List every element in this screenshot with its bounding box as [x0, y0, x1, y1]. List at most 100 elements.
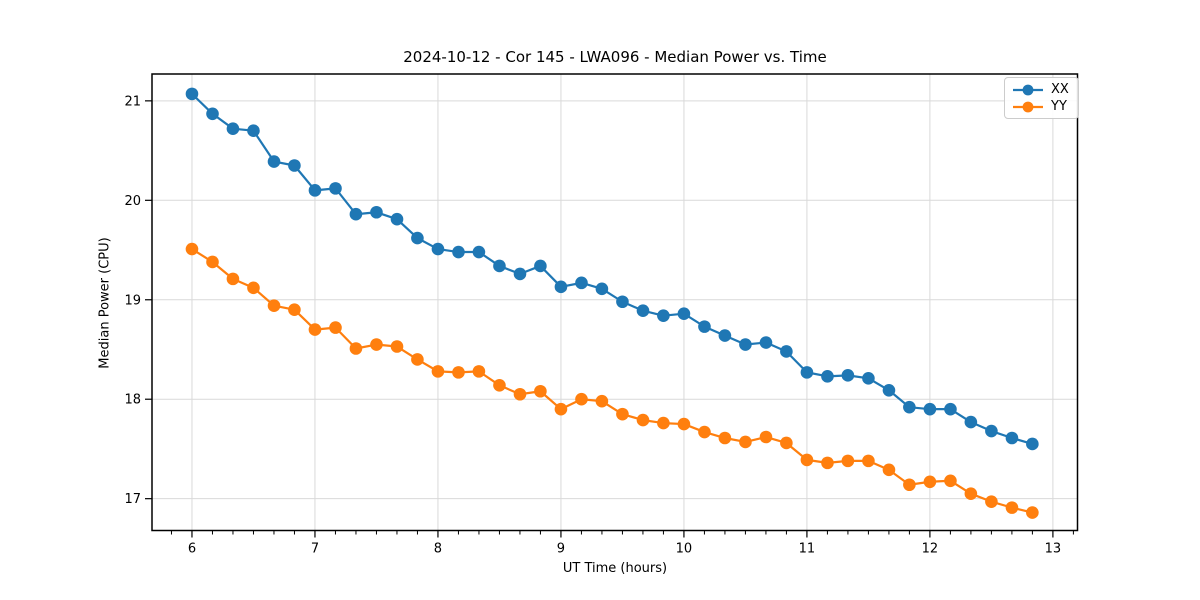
data-point [739, 338, 752, 351]
data-point [534, 259, 547, 273]
data-point [267, 299, 281, 313]
data-point [226, 122, 240, 135]
data-point [288, 159, 301, 172]
data-point [677, 417, 691, 431]
data-point [493, 259, 506, 273]
data-point [575, 276, 588, 290]
data-point [288, 303, 301, 317]
data-point [329, 321, 342, 334]
data-point [1026, 437, 1039, 451]
data-point [964, 415, 978, 429]
data-point [206, 255, 219, 269]
x-tick-label: 11 [799, 542, 816, 557]
data-point [800, 453, 814, 467]
gridlines [152, 74, 1078, 531]
data-point [985, 424, 998, 438]
data-point [431, 242, 445, 256]
axis-ticks: 6 7 8 9 10 11 12 13 17 18 19 20 21 [124, 94, 1074, 557]
data-point [821, 456, 834, 470]
data-point [247, 281, 260, 295]
data-point [206, 107, 219, 121]
data-point [513, 267, 527, 281]
x-tick-label: 12 [922, 542, 939, 557]
data-point [882, 383, 896, 397]
data-point [882, 463, 896, 477]
data-point [657, 309, 670, 322]
data-point [657, 416, 670, 430]
data-point [616, 295, 629, 309]
data-point [862, 454, 875, 468]
data-point [1005, 431, 1019, 445]
data-point [636, 413, 650, 427]
data-point [349, 342, 363, 355]
data-point [452, 245, 465, 259]
x-tick-label: 6 [188, 542, 196, 557]
axes-frame [151, 73, 1079, 532]
y-tick-label: 19 [124, 293, 141, 308]
legend-swatch-yy-icon [1013, 101, 1043, 112]
x-tick-label: 13 [1045, 542, 1062, 557]
data-point [575, 392, 588, 406]
series-line [191, 93, 1033, 446]
data-point [841, 454, 855, 468]
data-point [554, 402, 568, 416]
data-point [493, 379, 506, 392]
data-point [185, 242, 199, 256]
data-point [821, 370, 834, 383]
data-point [554, 280, 568, 294]
data-point [759, 336, 773, 349]
data-point [247, 124, 260, 137]
series-yy [185, 242, 1039, 519]
data-point [985, 495, 998, 508]
data-point [944, 474, 957, 488]
legend-item-yy: YY [1012, 99, 1069, 114]
data-point [595, 394, 609, 408]
data-point [513, 387, 527, 401]
data-point [677, 307, 691, 320]
data-point [308, 323, 322, 336]
data-point [923, 402, 937, 416]
x-tick-label: 8 [434, 542, 442, 557]
data-point [841, 369, 855, 382]
data-point [698, 425, 711, 439]
legend-label-yy: YY [1051, 99, 1067, 114]
data-point [370, 338, 383, 351]
data-point [472, 245, 486, 259]
data-point [636, 304, 650, 318]
y-tick-label: 20 [124, 194, 141, 209]
data-point [964, 487, 978, 501]
y-tick-label: 17 [124, 492, 141, 507]
data-point [185, 87, 199, 101]
data-point [903, 400, 916, 414]
x-tick-label: 7 [311, 542, 319, 557]
data-point [923, 475, 937, 489]
data-point [472, 365, 486, 378]
data-point [903, 478, 916, 492]
series-xx [185, 87, 1039, 451]
data-point [411, 231, 424, 245]
data-point [370, 205, 383, 219]
y-axis-label: Median Power (CPU) [97, 237, 113, 369]
data-point [308, 184, 322, 197]
data-point [534, 384, 547, 398]
data-point [431, 365, 445, 378]
data-point [411, 353, 424, 366]
series-line [191, 248, 1033, 514]
data-point [780, 345, 793, 358]
data-point [718, 431, 732, 445]
legend-swatch-xx-icon [1013, 84, 1043, 95]
chart-title: 2024-10-12 - Cor 145 - LWA096 - Median P… [403, 48, 827, 66]
data-point [616, 407, 629, 421]
legend-label-xx: XX [1051, 82, 1069, 97]
data-point [780, 436, 793, 450]
x-axis-label: UT Time (hours) [562, 561, 668, 576]
data-point [800, 366, 814, 379]
y-tick-label: 21 [124, 94, 141, 109]
data-point [862, 372, 875, 385]
x-tick-label: 10 [676, 542, 693, 557]
data-point [595, 282, 609, 296]
data-point [390, 340, 404, 353]
data-point [226, 272, 240, 286]
y-tick-label: 18 [124, 393, 141, 408]
